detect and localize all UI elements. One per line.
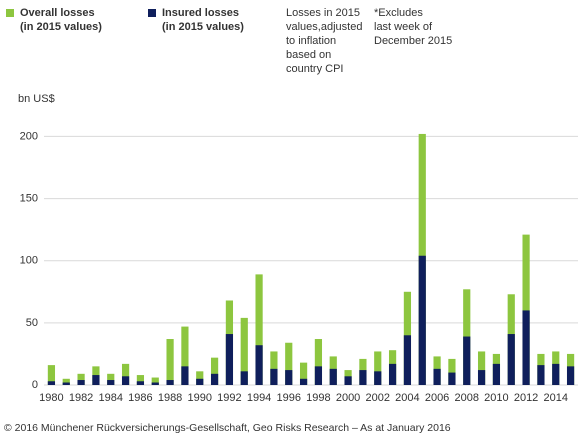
bar: [121, 363, 130, 385]
bar: [196, 371, 204, 385]
bar: [151, 377, 159, 385]
bar: [285, 342, 293, 385]
x-tick-label: 1994: [247, 392, 271, 404]
bar: [210, 357, 219, 385]
bar: [433, 368, 441, 385]
note: December 2015: [374, 35, 452, 47]
y-tick-label: 100: [20, 255, 38, 267]
bar: [448, 372, 456, 385]
bar: [566, 366, 575, 385]
bar: [477, 370, 486, 385]
bar: [240, 317, 248, 385]
x-tick-label: 2012: [514, 392, 538, 404]
bar: [374, 371, 382, 385]
bar: [507, 334, 515, 385]
bar: [62, 378, 70, 385]
bar: [166, 380, 174, 385]
x-tick-label: 2010: [484, 392, 508, 404]
note: *Excludes: [374, 7, 423, 19]
bar: [47, 381, 56, 385]
note: to inflation: [286, 35, 336, 47]
bar: [77, 380, 85, 385]
legend-swatch: [6, 9, 14, 17]
bar: [448, 358, 456, 385]
bar: [299, 362, 308, 385]
bar: [403, 335, 412, 385]
note: values,adjusted: [286, 21, 362, 33]
y-tick-label: 150: [20, 192, 38, 204]
bar: [151, 382, 159, 385]
y-axis-label: bn US$: [18, 93, 55, 105]
bar: [418, 255, 426, 385]
bar: [62, 382, 70, 385]
bar: [463, 336, 471, 385]
x-tick-label: 1990: [188, 392, 212, 404]
bar: [166, 339, 174, 385]
bar: [285, 370, 293, 385]
bar: [107, 373, 115, 385]
bar: [552, 363, 560, 385]
footer: © 2016 Münchener Rückversicherungs-Gesel…: [4, 422, 451, 434]
x-tick-label: 2006: [425, 392, 449, 404]
bar: [299, 378, 308, 385]
bar: [136, 381, 145, 385]
note: country CPI: [286, 63, 343, 75]
bar: [181, 366, 189, 385]
x-tick-label: 2004: [395, 392, 419, 404]
bar: [255, 274, 263, 385]
legend-sublabel: (in 2015 values): [162, 21, 244, 33]
bar: [537, 365, 545, 385]
bar: [225, 334, 234, 385]
x-tick-label: 1980: [39, 392, 63, 404]
bar: [477, 351, 486, 385]
bar: [522, 234, 530, 385]
x-tick-label: 2002: [366, 392, 390, 404]
x-tick-label: 1982: [69, 392, 93, 404]
legend-label: Overall losses: [20, 7, 95, 19]
bar: [270, 351, 278, 385]
bar: [374, 351, 382, 385]
bar: [344, 376, 352, 385]
bar: [92, 375, 100, 385]
bar: [255, 345, 263, 385]
x-tick-label: 1988: [158, 392, 182, 404]
bar: [329, 368, 337, 385]
y-tick-label: 0: [32, 379, 38, 391]
bar: [359, 370, 367, 385]
x-tick-label: 1992: [217, 392, 241, 404]
bar: [210, 373, 219, 385]
note: last week of: [374, 21, 433, 33]
x-tick-label: 2008: [455, 392, 479, 404]
y-tick-label: 50: [26, 317, 38, 329]
bar: [107, 380, 115, 385]
bar: [181, 326, 189, 385]
legend-sublabel: (in 2015 values): [20, 21, 102, 33]
bar: [388, 363, 397, 385]
x-tick-label: 2000: [336, 392, 360, 404]
bar: [314, 366, 323, 385]
bar: [77, 373, 85, 385]
x-tick-label: 1984: [99, 392, 123, 404]
bar: [240, 371, 248, 385]
note: based on: [286, 49, 331, 61]
x-tick-label: 1996: [277, 392, 301, 404]
legend-swatch: [148, 9, 156, 17]
bar: [522, 310, 530, 385]
note: Losses in 2015: [286, 7, 360, 19]
x-tick-label: 1998: [306, 392, 330, 404]
bar: [136, 375, 145, 385]
bar: [314, 339, 323, 385]
x-tick-label: 1986: [128, 392, 152, 404]
bar: [47, 365, 56, 385]
bar: [196, 378, 204, 385]
bar: [270, 368, 278, 385]
x-tick-label: 2014: [544, 392, 568, 404]
bar: [492, 363, 501, 385]
y-tick-label: 200: [20, 130, 38, 142]
bar: [121, 376, 130, 385]
legend-label: Insured losses: [162, 7, 239, 19]
